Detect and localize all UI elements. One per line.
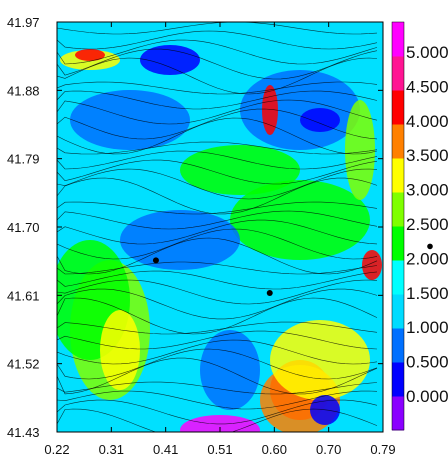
streamline xyxy=(57,330,378,350)
y-tick-label: 41.97 xyxy=(7,15,40,30)
streamline xyxy=(57,150,378,170)
colorbar-label: 2.000 xyxy=(406,249,448,268)
x-tick-label: 0.31 xyxy=(99,442,124,457)
streamline xyxy=(57,177,378,215)
colorbar-label: 1.000 xyxy=(406,318,448,337)
y-tick-label: 41.52 xyxy=(7,357,40,372)
field-blob xyxy=(180,415,260,432)
streamline xyxy=(57,237,378,275)
field-blob xyxy=(140,45,200,75)
streamline xyxy=(57,348,378,380)
markers xyxy=(152,257,273,297)
streamline xyxy=(57,297,378,335)
streamline xyxy=(57,219,378,245)
colorbar-label: 0.500 xyxy=(406,353,448,372)
colorbar-label: 3.500 xyxy=(406,146,448,165)
field-blob xyxy=(75,49,105,61)
streamline xyxy=(57,30,378,50)
streamline xyxy=(57,168,378,200)
colorbar-segment xyxy=(392,158,404,193)
streamline xyxy=(57,399,378,425)
x-tick-label: 0.51 xyxy=(207,442,232,457)
x-tick-label: 0.22 xyxy=(44,442,69,457)
streamline xyxy=(57,339,378,365)
colorbar-label: 1.500 xyxy=(406,284,448,303)
field-blob xyxy=(230,180,370,260)
streamline xyxy=(57,261,378,275)
streamlines xyxy=(57,22,378,432)
streamline xyxy=(57,288,378,320)
colorbar-label: 4.000 xyxy=(406,112,448,131)
colorbar-frame xyxy=(391,21,405,431)
colorbar-segment xyxy=(392,124,404,159)
streamline xyxy=(57,159,378,185)
streamline xyxy=(57,408,378,432)
streamline xyxy=(57,141,378,155)
streamline xyxy=(57,117,378,155)
colorbar-label: 4.500 xyxy=(406,77,448,96)
field-blob xyxy=(70,90,190,150)
streamline xyxy=(57,108,378,140)
y-axis: 41.97 41.88 41.79 41.70 41.61 41.52 41.43 xyxy=(7,15,383,440)
streamline xyxy=(57,357,378,395)
colorbar-segment xyxy=(392,362,404,397)
colorbar-label: 2.500 xyxy=(406,215,448,234)
colorbar-segment xyxy=(392,328,404,363)
x-tick-label: 0.60 xyxy=(262,442,287,457)
field-blob xyxy=(362,250,382,280)
streamline xyxy=(57,22,378,35)
streamline xyxy=(57,99,378,125)
y-tick-label: 41.88 xyxy=(7,83,40,98)
streamline xyxy=(57,210,378,230)
streamline xyxy=(57,81,378,95)
plot-area xyxy=(57,22,383,432)
x-tick-label: 0.70 xyxy=(316,442,341,457)
streamline xyxy=(57,381,378,395)
colorbar-label: 3.000 xyxy=(406,181,448,200)
streamline xyxy=(57,39,378,65)
marker-point xyxy=(266,290,273,297)
colorbar-label: 0.000 xyxy=(406,387,448,406)
streamline xyxy=(57,201,378,215)
field-blob xyxy=(345,100,375,200)
y-tick-label: 41.61 xyxy=(7,288,40,303)
colorbar: 0.000 0.500 1.000 1.500 2.000 2.500 3.000 3.500… xyxy=(391,21,448,431)
colorbar-marker xyxy=(427,243,433,250)
colorbar-segment xyxy=(392,56,404,91)
colorbar-segment xyxy=(392,90,404,125)
streamline xyxy=(57,321,378,335)
field-blob xyxy=(200,330,260,410)
y-tick-label: 41.79 xyxy=(7,152,40,167)
streamline xyxy=(57,228,378,260)
colorbar-segment xyxy=(392,396,404,431)
marker-point xyxy=(152,257,159,264)
colorbar-segment xyxy=(392,294,404,329)
streamline xyxy=(57,90,378,110)
field-blob xyxy=(300,108,340,132)
streamline xyxy=(57,57,378,95)
colorbar-segment xyxy=(392,192,404,227)
field-blob xyxy=(100,310,140,390)
colorbar-segment xyxy=(392,260,404,295)
field-blob xyxy=(180,145,300,195)
x-axis: 0.22 0.31 0.41 0.51 0.60 0.70 0.79 xyxy=(44,22,396,457)
streamline xyxy=(57,279,378,305)
y-tick-label: 41.70 xyxy=(7,220,40,235)
x-tick-label: 0.79 xyxy=(370,442,395,457)
field-blob xyxy=(270,320,370,400)
colorbar-segment xyxy=(392,226,404,261)
y-tick-label: 41.43 xyxy=(7,425,40,440)
streamline xyxy=(57,48,378,80)
x-tick-label: 0.41 xyxy=(153,442,178,457)
colorbar-segment xyxy=(392,22,404,57)
colorbar-label: 5.000 xyxy=(406,43,448,62)
streamline xyxy=(57,390,378,410)
streamline xyxy=(57,270,378,290)
